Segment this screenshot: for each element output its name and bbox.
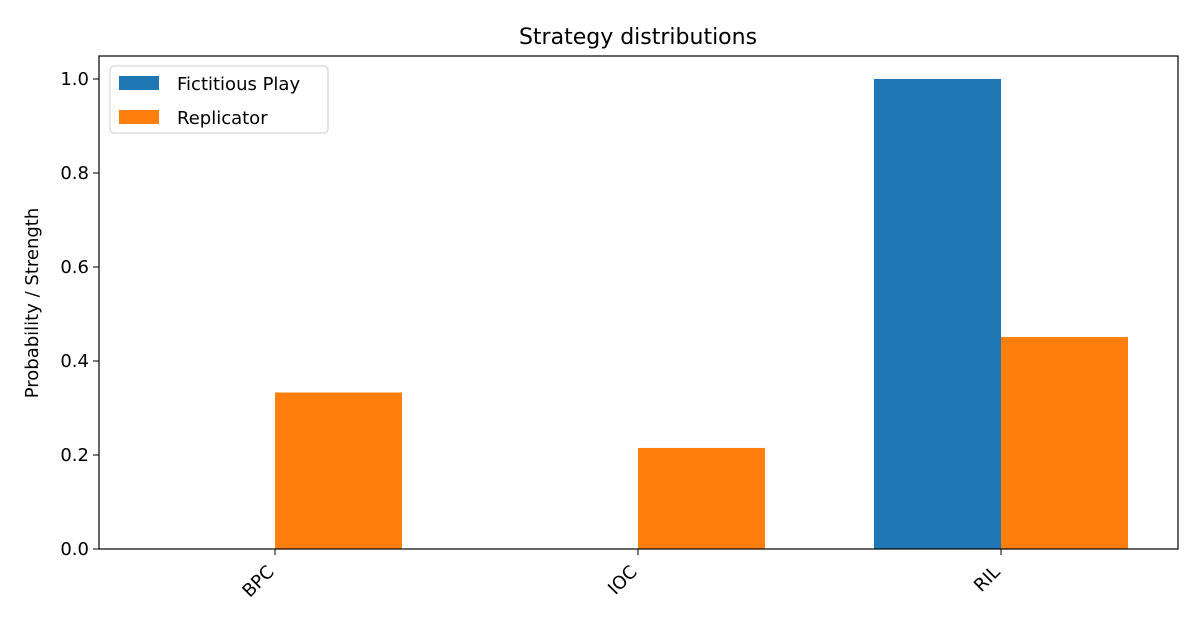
y-axis-label: Probability / Strength <box>22 208 43 399</box>
y-tick-label: 0.4 <box>60 351 89 372</box>
bar-replicator-ioc <box>638 447 765 549</box>
legend-box <box>109 65 329 134</box>
bars-group <box>275 79 1128 549</box>
y-tick-label: 0.6 <box>60 257 89 278</box>
legend-swatch-replicator <box>119 110 159 124</box>
x-tick-label: BPC <box>238 562 278 602</box>
legend: Fictitious Play Replicator <box>109 65 329 134</box>
legend-swatch-fictitious-play <box>119 76 159 90</box>
y-tick-label: 0.8 <box>60 163 89 184</box>
y-tick-label: 0.2 <box>60 445 89 466</box>
bar-fictitious-play-ril <box>874 79 1001 549</box>
x-tick-label: RIL <box>970 562 1005 597</box>
legend-label: Fictitious Play <box>177 74 300 95</box>
legend-label: Replicator <box>177 108 268 129</box>
bar-replicator-ril <box>1001 337 1128 549</box>
x-tick-label: IOC <box>604 562 642 600</box>
bar-replicator-bpc <box>275 392 402 549</box>
y-tick-label: 0.0 <box>60 539 89 560</box>
y-tick-label: 1.0 <box>60 69 89 90</box>
chart-title: Strategy distributions <box>519 25 757 50</box>
